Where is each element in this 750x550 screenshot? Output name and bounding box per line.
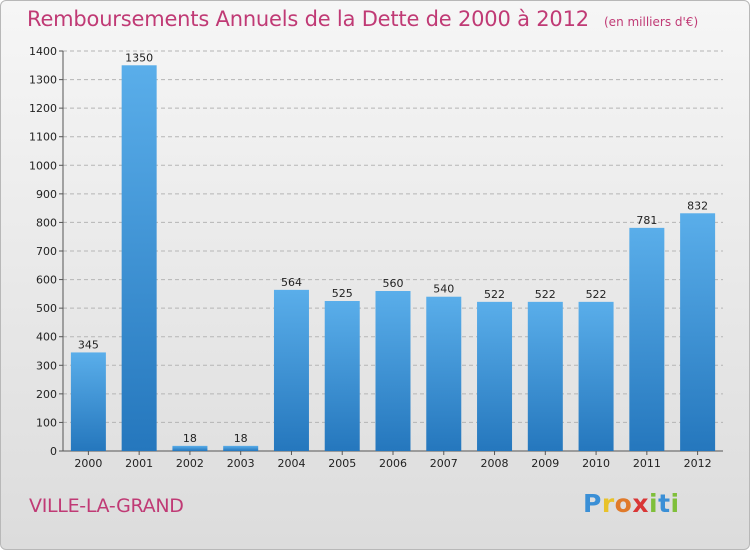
logo-letter: r bbox=[601, 489, 615, 518]
y-tick-label: 400 bbox=[36, 331, 57, 344]
labels: 0 100 200 300 400 500 600 700 800 900 1000 1100 1200… bbox=[29, 45, 712, 470]
data-label-2008: 522 bbox=[484, 288, 505, 301]
chart-subtitle: (en milliers d'€) bbox=[604, 15, 699, 29]
data-label-2007: 540 bbox=[433, 283, 454, 296]
data-label-2004: 564 bbox=[281, 276, 302, 289]
x-tick-label-2000: 2000 bbox=[74, 457, 102, 470]
x-tick-label-2011: 2011 bbox=[633, 457, 661, 470]
bar-2007 bbox=[426, 296, 462, 451]
data-label-2003: 18 bbox=[234, 432, 248, 445]
data-label-2001: 1350 bbox=[125, 51, 153, 64]
x-tick-label-2005: 2005 bbox=[328, 457, 356, 470]
data-label-2011: 781 bbox=[636, 214, 657, 227]
data-label-2012: 832 bbox=[687, 199, 708, 212]
x-tick-label-2010: 2010 bbox=[582, 457, 610, 470]
title-row: Remboursements Annuels de la Dette de 20… bbox=[27, 7, 698, 31]
data-label-2010: 522 bbox=[586, 288, 607, 301]
logo-letter: x bbox=[632, 489, 649, 518]
data-label-2002: 18 bbox=[183, 432, 197, 445]
bar-2012 bbox=[680, 213, 716, 451]
proxiti-logo: Proxiti bbox=[583, 489, 680, 518]
x-tick-label-2002: 2002 bbox=[176, 457, 204, 470]
y-tick-label: 800 bbox=[36, 216, 57, 229]
logo-letter: P bbox=[583, 489, 602, 518]
x-tick-label-2009: 2009 bbox=[531, 457, 559, 470]
data-label-2009: 522 bbox=[535, 288, 556, 301]
bars bbox=[70, 65, 716, 452]
bar-2004 bbox=[273, 289, 309, 451]
x-tick-label-2004: 2004 bbox=[277, 457, 305, 470]
data-label-2006: 560 bbox=[383, 277, 404, 290]
bar-2003 bbox=[223, 445, 259, 451]
x-tick-label-2007: 2007 bbox=[430, 457, 458, 470]
y-tick-label: 0 bbox=[50, 445, 57, 458]
bar-2006 bbox=[375, 291, 411, 451]
chart-title: Remboursements Annuels de la Dette de 20… bbox=[27, 7, 589, 31]
y-tick-label: 600 bbox=[36, 274, 57, 287]
bar-2005 bbox=[324, 301, 360, 451]
y-tick-label: 1400 bbox=[29, 45, 57, 58]
logo-letter: i bbox=[670, 489, 680, 518]
bar-2009 bbox=[527, 301, 563, 451]
y-tick-label: 500 bbox=[36, 302, 57, 315]
bar-2010 bbox=[578, 301, 614, 451]
data-label-2005: 525 bbox=[332, 287, 353, 300]
y-tick-label: 100 bbox=[36, 416, 57, 429]
logo-letter: t bbox=[658, 489, 671, 518]
bar-2008 bbox=[477, 301, 513, 451]
y-tick-label: 900 bbox=[36, 188, 57, 201]
y-tick-label: 1100 bbox=[29, 131, 57, 144]
bar-2011 bbox=[629, 227, 665, 451]
y-tick-label: 300 bbox=[36, 359, 57, 372]
y-tick-label: 1200 bbox=[29, 102, 57, 115]
x-tick-label-2012: 2012 bbox=[684, 457, 712, 470]
y-tick-label: 1300 bbox=[29, 74, 57, 87]
y-tick-label: 200 bbox=[36, 388, 57, 401]
y-tick-label: 700 bbox=[36, 245, 57, 258]
logo-letter: o bbox=[614, 489, 633, 518]
bar-2001 bbox=[121, 65, 157, 452]
x-tick-label-2001: 2001 bbox=[125, 457, 153, 470]
x-tick-label-2008: 2008 bbox=[481, 457, 509, 470]
x-tick-label-2006: 2006 bbox=[379, 457, 407, 470]
y-tick-label: 1000 bbox=[29, 159, 57, 172]
data-label-2000: 345 bbox=[78, 338, 99, 351]
city-name: VILLE-LA-GRAND bbox=[29, 495, 184, 517]
logo-letter: i bbox=[649, 489, 659, 518]
bar-2000 bbox=[70, 352, 106, 451]
bar-2002 bbox=[172, 445, 208, 451]
x-tick-label-2003: 2003 bbox=[227, 457, 255, 470]
